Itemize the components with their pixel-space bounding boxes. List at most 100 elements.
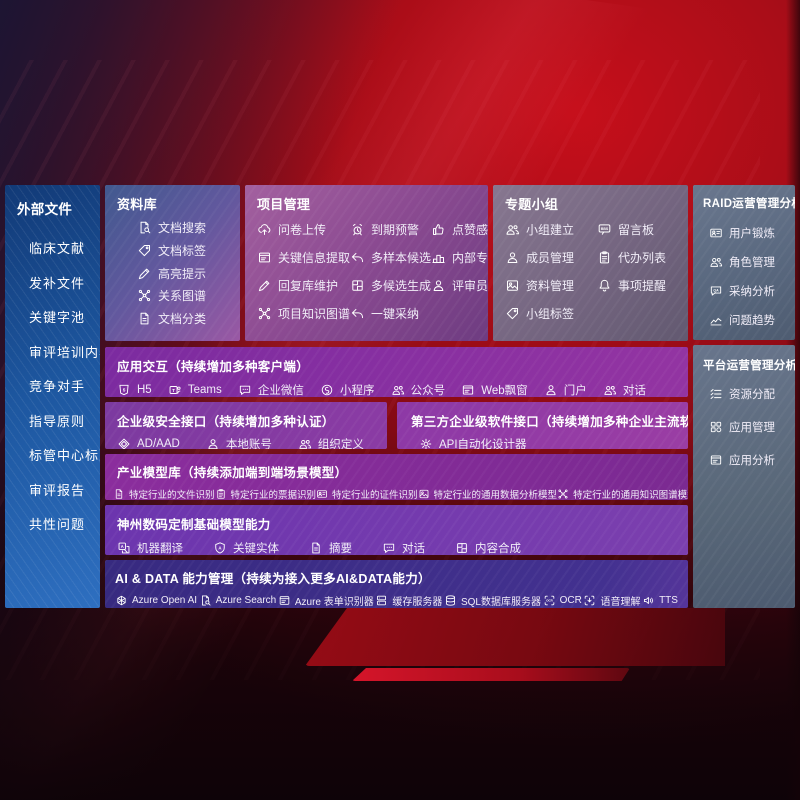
- row-title: 产业模型库（持续添加端到端场景模型）: [117, 466, 348, 480]
- sidebar-item[interactable]: 临床文献: [29, 240, 92, 258]
- feature-item[interactable]: 对话: [603, 382, 646, 397]
- feature-label: 特定行业的通用知识图谱模型: [573, 490, 688, 500]
- feature-item[interactable]: Azure Search: [199, 594, 276, 607]
- feature-item[interactable]: 关键实体: [213, 540, 279, 555]
- bbs-board-icon: [597, 222, 612, 237]
- feature-item[interactable]: H5: [117, 383, 152, 397]
- feature-item[interactable]: Teams: [168, 383, 222, 397]
- feature-item[interactable]: 高亮提示: [137, 265, 228, 282]
- feature-label: 问题趋势: [729, 315, 775, 327]
- feature-item[interactable]: 语音理解: [583, 593, 640, 608]
- feature-item[interactable]: 关系图谱: [137, 287, 228, 304]
- panel-data-library: 资料库 文档搜索 文档标签 高亮提示 关系图谱 文档分类: [105, 185, 240, 341]
- row-industry-models: 产业模型库（持续添加端到端场景模型） 特定行业的文件识别 特定行业的票据识别 特定行…: [105, 454, 688, 500]
- feature-item[interactable]: 对话: [382, 540, 425, 555]
- feature-label: 采纳分析: [729, 286, 775, 298]
- feature-item[interactable]: 问卷上传: [257, 221, 350, 238]
- feature-label: H5: [137, 384, 152, 396]
- feature-label: 特定行业的文件识别: [129, 490, 215, 500]
- feature-item[interactable]: 事项提醒: [597, 277, 666, 294]
- feature-item[interactable]: 本地账号: [206, 436, 272, 449]
- feature-item[interactable]: Web飘窗: [461, 382, 528, 397]
- feature-item[interactable]: 文档搜索: [137, 219, 228, 236]
- sidebar-item[interactable]: 发补文件: [29, 275, 92, 293]
- alarm-warning-icon: [350, 222, 365, 237]
- feature-item[interactable]: 关键信息提取: [257, 249, 350, 266]
- feature-item[interactable]: 评审员画像: [431, 277, 488, 294]
- feature-item[interactable]: Azure Open AI: [115, 594, 197, 607]
- sidebar-item[interactable]: 标管中心标准: [29, 447, 100, 465]
- feature-item[interactable]: 组织定义: [298, 436, 364, 449]
- feature-item[interactable]: 应用管理: [709, 419, 785, 435]
- feature-item[interactable]: 多样本候选: [350, 249, 431, 266]
- feature-item[interactable]: AD/AAD: [117, 437, 180, 449]
- feature-list: 资源分配应用管理应用分析: [703, 386, 785, 468]
- panel-title: 项目管理: [257, 197, 311, 212]
- feature-item[interactable]: 资源分配: [709, 386, 785, 402]
- sidebar-item-label: 审评培训内容: [29, 344, 100, 360]
- feature-item[interactable]: API自动化设计器: [419, 436, 527, 449]
- feature-item[interactable]: 到期预警: [350, 221, 431, 238]
- feature-item[interactable]: Azure 表单识别器: [278, 593, 374, 608]
- sidebar-item-label: 发补文件: [29, 275, 86, 291]
- graph-model-icon: [557, 488, 569, 500]
- feature-item[interactable]: 一键采纳: [350, 305, 431, 322]
- feature-list: H5 Teams 企业微信 小程序 公众号 Web飘窗 门户 对话: [117, 382, 676, 397]
- feature-item[interactable]: 内部专家排名: [431, 249, 488, 266]
- sidebar-item[interactable]: 关键字池: [29, 309, 92, 327]
- feature-item[interactable]: 特定行业的通用数据分析模型: [418, 487, 557, 500]
- feature-item[interactable]: 用户锻炼: [709, 225, 785, 241]
- panel-title: 外部文件: [17, 202, 73, 217]
- feature-item[interactable]: 多候选生成: [350, 277, 431, 294]
- feature-item[interactable]: 资料管理: [505, 277, 574, 294]
- sidebar-item[interactable]: 共性问题: [29, 516, 92, 534]
- sidebar-item[interactable]: 审评报告: [29, 482, 92, 500]
- feature-item[interactable]: 问题趋势: [709, 312, 785, 328]
- feature-item[interactable]: 小程序: [320, 382, 375, 397]
- sidebar-item[interactable]: 竞争对手: [29, 378, 92, 396]
- feature-item[interactable]: 应用分析: [709, 452, 785, 468]
- feature-item[interactable]: 成员管理: [505, 249, 574, 266]
- tts-speaker-icon: [642, 594, 655, 607]
- feature-item[interactable]: SQL数据库服务器: [444, 593, 541, 608]
- feature-item[interactable]: OCR: [543, 594, 582, 607]
- feature-item[interactable]: 留言板: [597, 221, 666, 238]
- feature-label: 小程序: [339, 385, 375, 397]
- reply-edit-icon: [257, 278, 272, 293]
- feature-list: 用户锻炼角色管理采纳分析问题趋势: [703, 225, 785, 328]
- feature-item[interactable]: 门户: [544, 382, 587, 397]
- sidebar-item[interactable]: 审评培训内容: [29, 344, 100, 362]
- feature-item[interactable]: 内容合成: [455, 540, 521, 555]
- feature-item[interactable]: 公众号: [391, 382, 446, 397]
- feature-label: 代办列表: [617, 250, 666, 265]
- feature-item[interactable]: 采纳分析: [709, 283, 785, 299]
- feature-item[interactable]: 企业微信: [238, 382, 304, 397]
- feature-item[interactable]: 机器翻译: [117, 540, 183, 555]
- feature-item[interactable]: 回复库维护: [257, 277, 350, 294]
- feature-label: 对话: [402, 543, 425, 555]
- feature-item[interactable]: TTS: [642, 594, 678, 607]
- feature-item[interactable]: 角色管理: [709, 254, 785, 270]
- feature-item[interactable]: 点赞感谢: [431, 221, 488, 238]
- user-card-icon: [709, 226, 723, 240]
- feature-item[interactable]: 特定行业的通用知识图谱模型: [557, 487, 688, 500]
- panel-topic-groups: 专题小组 小组建立 成员管理 资料管理 小组标签 留言板 代办列表 事项提醒: [493, 185, 688, 341]
- feature-item[interactable]: 项目知识图谱: [257, 305, 350, 322]
- feature-item[interactable]: 缓存服务器: [375, 593, 442, 608]
- feature-item[interactable]: 摘要: [309, 540, 352, 555]
- feature-item[interactable]: 小组建立: [505, 221, 574, 238]
- feature-item[interactable]: 特定行业的票据识别: [215, 487, 316, 500]
- feature-item[interactable]: 小组标签: [505, 305, 574, 322]
- sidebar-item[interactable]: 指导原则: [29, 413, 92, 431]
- doc-search-icon: [137, 220, 152, 235]
- feature-label: 公众号: [410, 385, 446, 397]
- feature-item[interactable]: 特定行业的文件识别: [113, 487, 215, 500]
- feature-item[interactable]: 文档标签: [137, 242, 228, 259]
- feature-item[interactable]: 特定行业的证件识别: [316, 487, 418, 500]
- feature-label: 高亮提示: [158, 266, 207, 281]
- feature-item[interactable]: 代办列表: [597, 249, 666, 266]
- feature-label: 多样本候选: [371, 250, 432, 265]
- row-base-model-capabilities: 神州数码定制基础模型能力 机器翻译 关键实体 摘要 对话 内容合成: [105, 505, 688, 555]
- feature-label: 内部专家排名: [452, 250, 488, 265]
- feature-item[interactable]: 文档分类: [137, 310, 228, 327]
